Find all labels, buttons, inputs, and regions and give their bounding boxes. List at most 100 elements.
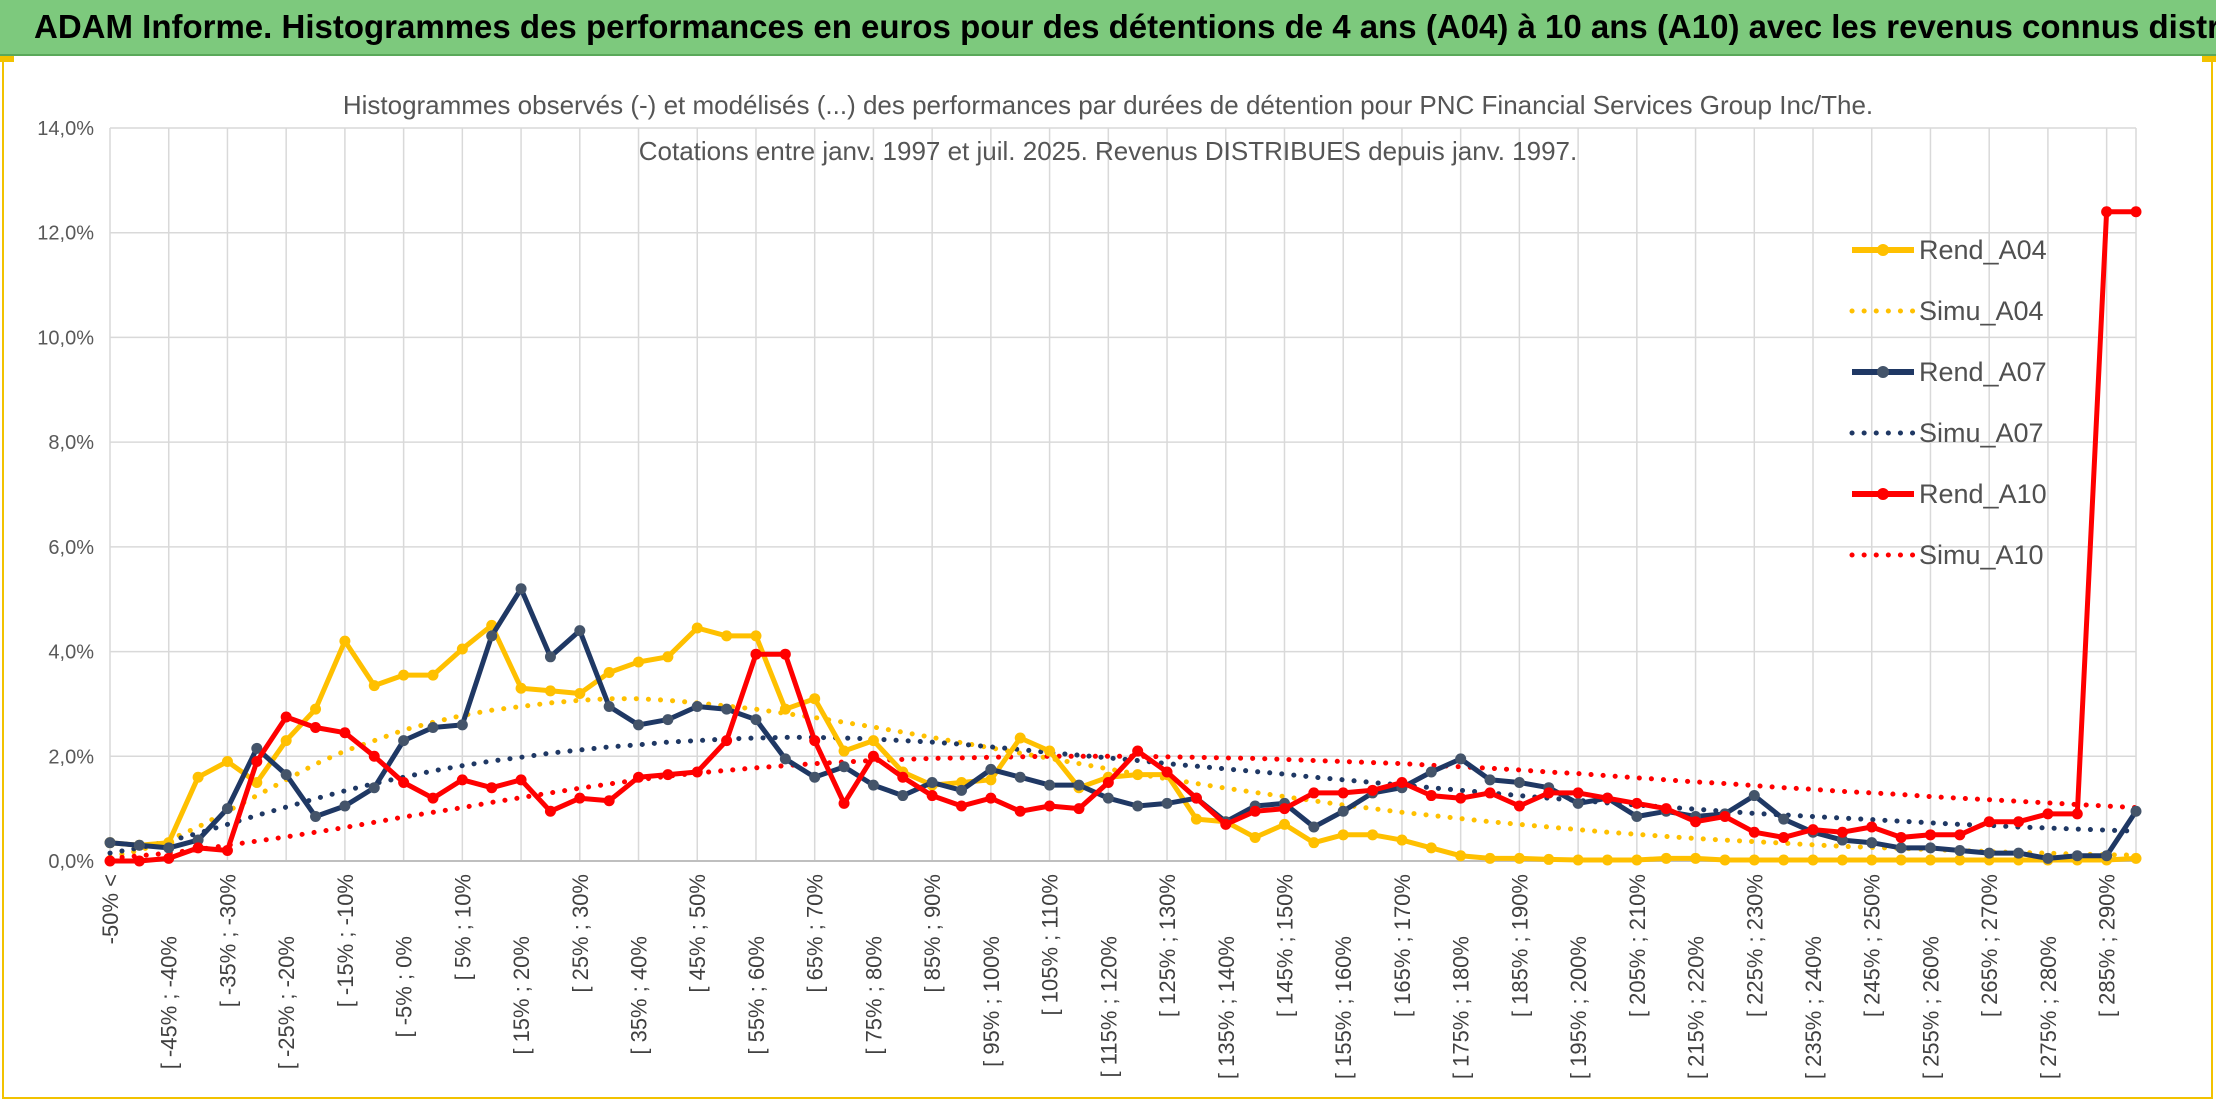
data-point-rend-a10 xyxy=(809,735,821,747)
data-point-rend-a04 xyxy=(691,622,703,634)
data-point-rend-a10 xyxy=(1337,787,1349,799)
data-point-rend-a10 xyxy=(838,797,850,809)
data-point-rend-a10 xyxy=(221,845,233,857)
data-point-rend-a04 xyxy=(1924,854,1936,866)
data-point-rend-a07 xyxy=(1425,766,1437,778)
data-point-rend-a07 xyxy=(1132,800,1144,812)
x-tick-label: [ 55% ; 60% xyxy=(744,936,769,1055)
x-tick-label: [ 75% ; 80% xyxy=(861,936,886,1055)
data-point-rend-a04 xyxy=(1836,854,1848,866)
data-point-rend-a04 xyxy=(721,630,733,642)
legend-label-simu-a10: Simu_A10 xyxy=(1919,540,2044,570)
chart-series xyxy=(104,206,2142,867)
data-point-rend-a10 xyxy=(1132,745,1144,757)
data-point-rend-a04 xyxy=(515,682,527,694)
data-point-rend-a07 xyxy=(691,701,703,713)
data-point-rend-a04 xyxy=(1660,852,1672,864)
data-point-rend-a07 xyxy=(192,834,204,846)
x-tick-label: [ 5% ; 10% xyxy=(450,874,475,980)
data-point-rend-a07 xyxy=(779,753,791,765)
data-point-rend-a04 xyxy=(603,667,615,679)
data-point-rend-a07 xyxy=(1044,779,1056,791)
data-point-rend-a04 xyxy=(456,643,468,655)
x-tick-label: [ -5% ; 0% xyxy=(392,936,417,1037)
x-tick-label: [ 285% ; 290% xyxy=(2095,874,2120,1017)
data-point-rend-a04 xyxy=(544,685,556,697)
x-tick-label: [ 155% ; 160% xyxy=(1331,936,1356,1079)
data-point-rend-a07 xyxy=(133,839,145,851)
data-point-rend-a10 xyxy=(985,792,997,804)
data-point-rend-a07 xyxy=(1748,790,1760,802)
legend-label-simu-a04: Simu_A04 xyxy=(1919,296,2044,326)
data-point-rend-a07 xyxy=(1924,842,1936,854)
data-point-rend-a07 xyxy=(1337,805,1349,817)
legend-label-rend-a10: Rend_A10 xyxy=(1919,479,2047,509)
data-point-rend-a10 xyxy=(956,800,968,812)
data-point-rend-a10 xyxy=(368,750,380,762)
chart-gridlines xyxy=(109,127,2137,862)
data-point-rend-a04 xyxy=(1455,850,1467,862)
data-point-rend-a07 xyxy=(251,742,263,754)
data-point-rend-a07 xyxy=(2130,805,2142,817)
data-point-rend-a10 xyxy=(1601,792,1613,804)
data-point-rend-a10 xyxy=(1983,816,1995,828)
data-point-rend-a04 xyxy=(779,703,791,715)
data-point-rend-a10 xyxy=(1161,766,1173,778)
data-point-rend-a07 xyxy=(2042,852,2054,864)
x-axis-ticks: -50% < [ -45% ; -40% [ -35% ; -30% [ -25% ;… xyxy=(98,874,2120,1079)
data-point-rend-a04 xyxy=(1190,813,1202,825)
chart-title-line2: Cotations entre janv. 1997 et juil. 2025… xyxy=(639,136,1577,166)
data-point-rend-a10 xyxy=(1719,810,1731,822)
x-tick-label: [ 255% ; 260% xyxy=(1918,936,1943,1079)
data-point-rend-a10 xyxy=(544,805,556,817)
data-point-rend-a07 xyxy=(427,721,439,733)
data-point-rend-a07 xyxy=(721,703,733,715)
data-point-rend-a04 xyxy=(368,680,380,692)
data-point-rend-a07 xyxy=(1513,776,1525,788)
x-tick-label: [ 25% ; 30% xyxy=(568,874,593,993)
x-tick-label: [ -35% ; -30% xyxy=(215,874,240,1007)
data-point-rend-a10 xyxy=(104,855,116,867)
data-point-rend-a04 xyxy=(1572,854,1584,866)
data-point-rend-a10 xyxy=(1249,805,1261,817)
data-point-rend-a07 xyxy=(1954,845,1966,857)
data-point-rend-a10 xyxy=(192,842,204,854)
y-tick-label: 4,0% xyxy=(48,642,94,664)
data-point-rend-a04 xyxy=(1748,854,1760,866)
data-point-rend-a04 xyxy=(1396,834,1408,846)
data-point-rend-a04 xyxy=(867,735,879,747)
data-point-rend-a10 xyxy=(1396,776,1408,788)
data-point-rend-a04 xyxy=(956,776,968,788)
data-point-rend-a07 xyxy=(2101,850,2113,862)
data-point-rend-a04 xyxy=(1132,769,1144,781)
data-point-rend-a04 xyxy=(633,656,645,668)
data-point-rend-a04 xyxy=(1719,854,1731,866)
data-point-rend-a07 xyxy=(544,651,556,663)
data-point-rend-a07 xyxy=(486,630,498,642)
x-tick-label: [ 275% ; 280% xyxy=(2036,936,2061,1079)
y-tick-label: 10,0% xyxy=(37,327,94,349)
x-tick-label: [ -15% ; -10% xyxy=(333,874,358,1007)
x-tick-label: [ 65% ; 70% xyxy=(803,874,828,993)
data-point-rend-a10 xyxy=(1660,803,1672,815)
x-tick-label: [ 215% ; 220% xyxy=(1684,936,1709,1079)
data-point-rend-a10 xyxy=(1807,824,1819,836)
data-point-rend-a10 xyxy=(867,750,879,762)
data-point-rend-a10 xyxy=(1073,803,1085,815)
legend-label-simu-a07: Simu_A07 xyxy=(1919,418,2044,448)
x-tick-label: [ 105% ; 110% xyxy=(1038,874,1063,1015)
data-point-rend-a04 xyxy=(838,745,850,757)
series-line-rend-a10 xyxy=(110,209,2136,864)
data-point-rend-a04 xyxy=(750,630,762,642)
data-point-rend-a07 xyxy=(633,719,645,731)
y-tick-label: 14,0% xyxy=(37,118,94,140)
x-tick-label: [ 195% ; 200% xyxy=(1566,936,1591,1079)
x-tick-label: [ 245% ; 250% xyxy=(1860,874,1885,1017)
data-point-rend-a10 xyxy=(427,792,439,804)
data-point-rend-a10 xyxy=(515,774,527,786)
data-point-rend-a07 xyxy=(1895,842,1907,854)
data-point-rend-a10 xyxy=(1308,787,1320,799)
data-point-rend-a07 xyxy=(926,776,938,788)
data-point-rend-a10 xyxy=(1044,800,1056,812)
data-point-rend-a10 xyxy=(1014,805,1026,817)
